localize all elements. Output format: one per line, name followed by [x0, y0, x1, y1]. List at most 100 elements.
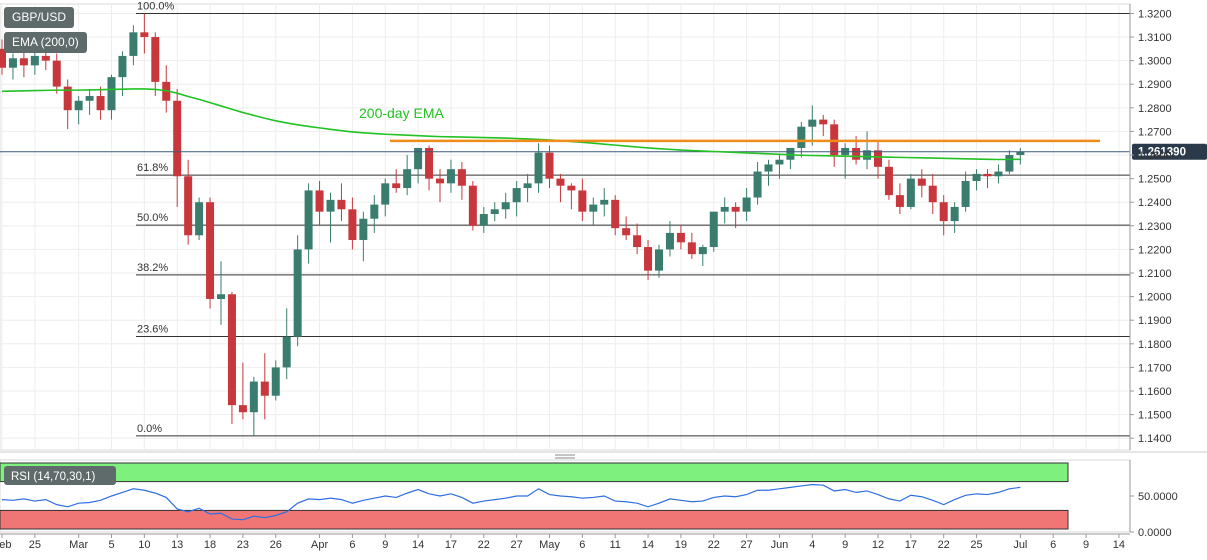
candle-body	[140, 32, 149, 38]
symbol-badge[interactable]: GBP/USD	[4, 7, 75, 28]
candle-body	[895, 195, 904, 207]
candle-body	[381, 183, 390, 205]
price-tick-label: 1.2300	[1138, 221, 1172, 233]
candle-body	[184, 176, 193, 236]
candle-body	[720, 206, 729, 212]
ema-line	[1, 88, 1021, 161]
candle-body	[1016, 151, 1025, 156]
current-price-label: 1.261390	[1138, 147, 1186, 159]
price-tick-label: 1.2800	[1138, 103, 1172, 115]
price-tick-label: 1.1400	[1138, 433, 1172, 445]
candle-body	[249, 381, 258, 413]
candle-body	[370, 204, 379, 219]
time-tick-label: 22	[478, 539, 490, 551]
time-tick-label: Feb	[0, 539, 11, 551]
candle-body	[545, 152, 554, 179]
time-tick-label: 22	[938, 539, 950, 551]
rsi-badge-label: RSI (14,70,30,1)	[11, 471, 96, 483]
candle-body	[600, 199, 609, 205]
time-tick-label: 6	[579, 539, 585, 551]
time-tick-label: 11	[609, 539, 620, 551]
price-tick-label: 1.2700	[1138, 126, 1172, 138]
price-tick-label: 1.2900	[1138, 79, 1172, 91]
candle-body	[523, 183, 532, 189]
rsi-badge	[4, 466, 116, 485]
time-tick-label: 12	[872, 539, 884, 551]
candle-body	[567, 185, 576, 191]
candle-body	[786, 147, 795, 160]
fib-level-label: 100.0%	[137, 0, 175, 12]
time-tick-label: 4	[809, 539, 815, 551]
price-axis: 1.3200 1.3100 1.3000 1.2900 1.2800 1.2700 1.26…	[1129, 4, 1172, 450]
time-axis: Feb 25 Mar 5 10 13 18 23 26 Apr 6 9 14 17 22 27 May 6 11 14…	[0, 533, 1130, 551]
candle-body	[928, 185, 937, 203]
price-tick-label: 1.1600	[1138, 386, 1172, 398]
time-tick-label: Mar	[69, 539, 88, 551]
candle-body	[96, 96, 105, 111]
candle-body	[479, 214, 488, 226]
rsi-line	[1, 483, 1021, 521]
candle-body	[359, 218, 368, 240]
candle-body	[622, 228, 631, 236]
candle-body	[271, 367, 280, 396]
time-tick-label: 18	[204, 539, 216, 551]
candle-body	[611, 199, 620, 229]
price-tick-label: 1.1700	[1138, 362, 1172, 374]
time-tick-label: 23	[237, 539, 249, 551]
candle-body	[30, 55, 39, 66]
candle-body	[863, 150, 872, 160]
candle-body	[19, 58, 28, 66]
candle-body	[293, 249, 302, 337]
candle-body	[698, 247, 707, 255]
candle-body	[425, 147, 434, 179]
candle-body	[206, 202, 215, 299]
candle-body	[775, 159, 784, 165]
candle-body	[884, 166, 893, 196]
time-tick-label: 6	[349, 539, 355, 551]
candle-body	[819, 119, 828, 125]
candle-body	[917, 178, 926, 186]
price-tick-label: 1.2100	[1138, 268, 1172, 280]
candle-body	[41, 55, 50, 61]
time-tick-label: 17	[445, 539, 457, 551]
time-tick-label: 14	[642, 539, 654, 551]
candle-body	[348, 209, 357, 240]
candle-body	[173, 100, 182, 177]
price-tick-label: 1.1800	[1138, 339, 1172, 351]
candle-body	[52, 60, 61, 87]
time-tick-label: 27	[740, 539, 752, 551]
time-tick-label: 19	[675, 539, 687, 551]
candle-body	[753, 171, 762, 198]
candle-body	[578, 190, 587, 212]
fib-level-label: 61.8%	[137, 162, 168, 174]
rsi-oversold-zone	[0, 509, 1069, 530]
time-tick-label: 25	[970, 539, 982, 551]
time-tick-label: May	[539, 539, 560, 551]
candle-body	[304, 190, 313, 250]
candle-body	[665, 232, 674, 250]
rsi-overbought-zone	[0, 462, 1069, 483]
fib-level-label: 23.6%	[137, 323, 168, 335]
candle-body	[983, 173, 992, 177]
time-tick-label: 10	[138, 539, 150, 551]
candle-body	[446, 169, 455, 184]
time-tick-label: 6	[1050, 539, 1056, 551]
price-tick-label: 1.1500	[1138, 410, 1172, 422]
plot-frame	[0, 3, 1131, 451]
candle-body	[457, 169, 466, 186]
candle-body	[994, 171, 1003, 177]
candle-body	[282, 336, 291, 368]
candle-body	[414, 147, 423, 170]
candle-body	[490, 209, 499, 215]
candle-body	[326, 199, 335, 212]
fib-level-label: 0.0%	[137, 423, 162, 435]
time-tick-label: 9	[842, 539, 848, 551]
time-tick-label: 17	[905, 539, 917, 551]
candle-body	[676, 232, 685, 243]
candle-body	[403, 169, 412, 189]
ema-badge[interactable]: EMA (200,0)	[4, 32, 87, 53]
candle-body	[764, 164, 773, 172]
time-tick-label: 14	[1113, 539, 1125, 551]
candle-body	[852, 147, 861, 160]
